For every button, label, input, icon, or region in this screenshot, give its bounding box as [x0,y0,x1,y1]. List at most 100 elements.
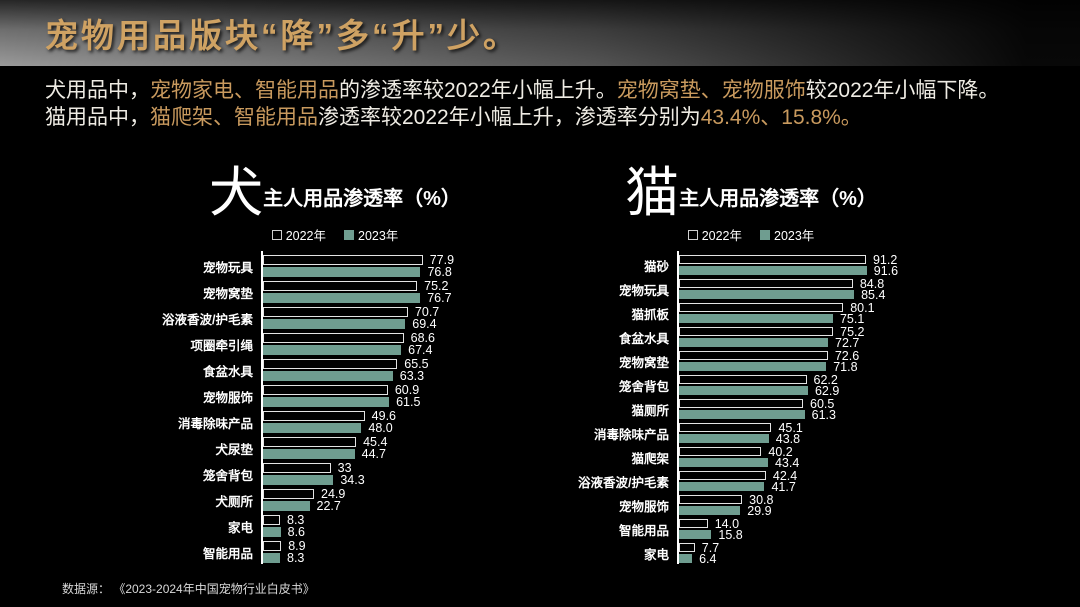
bar-2022年 [679,495,743,504]
chart-row: 猫砂 91.2 91.6 [551,253,951,278]
bar-2022年 [679,519,708,528]
chart-row: 笼舍背包 33 34.3 [135,461,535,487]
category-label: 食盆水具 [202,364,253,379]
bar-pair: 62.2 62.9 [679,372,951,398]
bar-2022年 [679,279,853,288]
legend-label-2022: 2022年 [701,229,742,243]
bar-2022年 [679,399,804,408]
bar-pair: 42.4 41.7 [679,468,951,494]
bar-pair: 24.9 22.7 [263,487,535,513]
bar-line: 65.5 [263,357,535,371]
bar-line: 60.5 [679,397,951,411]
category-label: 消毒除味产品 [593,427,669,442]
axis-line [677,251,679,564]
chart-row: 浴液香波/护毛素 42.4 41.7 [551,468,951,494]
category-label: 猫砂 [643,259,669,274]
bar-line: 22.7 [263,499,535,513]
charts-area: 犬主人用品渗透率（%） 2022年 2023年 宠物玩具 77.9 76.8 宠物窝垫… [0,165,1080,566]
bar-line: 77.9 [263,253,535,267]
bar-2023年 [263,449,355,459]
bar-pair: 77.9 76.8 [263,253,535,279]
bar-pair: 75.2 72.7 [679,325,951,350]
value-label: 75.2 [424,279,449,293]
chart-row: 智能用品 8.9 8.3 [135,539,535,565]
bar-pair: 60.9 61.5 [263,383,535,409]
bar-line: 48.0 [263,421,535,435]
bar-2023年 [263,345,402,355]
bar-pair: 7.7 6.4 [679,541,951,566]
chart-row: 浴液香波/护毛素 70.7 69.4 [135,305,535,331]
intro-text-segment: 的渗透率较2022年小幅上升。 [339,79,617,102]
category-label: 猫厕所 [631,403,669,418]
category-label: 消毒除味产品 [177,416,253,431]
category-label: 智能用品 [202,546,253,561]
cat-chart-plot: 猫砂 91.2 91.6 宠物玩具 84.8 85.4 猫抓板 80.1 75.1 食盆水具 75.… [551,251,951,566]
bar-line: 72.7 [679,336,951,350]
bar-line: 8.6 [263,525,535,539]
dog-chart-title: 犬主人用品渗透率（%） [135,165,535,221]
category-label: 食盆水具 [618,331,669,346]
value-label: 61.5 [396,395,421,409]
bar-line: 91.6 [679,264,951,278]
category-label: 犬尿垫 [215,442,253,457]
value-label: 62.2 [813,372,838,387]
dog-chart-legend: 2022年 2023年 [135,225,535,244]
bar-pair: 45.4 44.7 [263,435,535,461]
value-label: 43.8 [775,431,801,446]
value-label: 61.3 [811,407,836,422]
bar-pair: 14.0 15.8 [679,517,951,542]
bar-2022年 [263,541,282,551]
chart-row: 宠物服饰 60.9 61.5 [135,383,535,409]
bar-pair: 30.8 29.9 [679,493,951,518]
chart-row: 犬厕所 24.9 22.7 [135,487,535,513]
value-label: 8.9 [288,539,306,553]
intro-text-segment: 猫爬架、智能用品 [150,106,318,129]
intro-text-segment: 宠物窝垫、宠物服饰 [616,79,806,102]
value-label: 42.4 [772,468,798,483]
bar-line: 15.8 [679,527,951,542]
bar-2022年 [263,281,418,291]
bar-2023年 [679,266,867,275]
value-label: 8.3 [287,551,305,565]
data-source-note: 数据源： 《2023-2024年中国宠物行业白皮书》 [62,582,315,596]
bar-2023年 [263,475,334,485]
category-label: 宠物玩具 [618,283,669,298]
bar-line: 84.8 [679,277,951,291]
value-label: 22.7 [316,499,341,513]
bar-2022年 [679,447,762,456]
chart-row: 笼舍背包 62.2 62.9 [551,372,951,398]
category-label: 项圈牵引绳 [190,338,253,353]
bar-2022年 [263,411,365,421]
bar-pair: 49.6 48.0 [263,409,535,435]
chart-row: 食盆水具 65.5 63.3 [135,357,535,383]
bar-line: 69.4 [263,317,535,331]
bar-2023年 [263,397,390,407]
legend-swatch-2023-icon [344,229,354,240]
bar-pair: 68.6 67.4 [263,331,535,357]
value-label: 15.8 [718,527,743,542]
category-label: 宠物服饰 [202,390,253,405]
chart-row: 宠物窝垫 75.2 76.7 [135,279,535,305]
bar-line: 8.3 [263,551,535,565]
intro-line-2: 猫用品中，猫爬架、智能用品渗透率较2022年小幅上升，渗透率分别为43.4%、1… [45,104,1040,131]
chart-row: 项圈牵引绳 68.6 67.4 [135,331,535,357]
category-label: 宠物窝垫 [618,355,669,370]
bar-2022年 [263,359,398,369]
category-label: 犬厕所 [215,494,253,509]
chart-row: 食盆水具 75.2 72.7 [551,325,951,350]
legend-swatch-2022-icon [687,229,698,240]
bar-line: 7.7 [679,541,951,555]
bar-line: 41.7 [679,480,951,494]
value-label: 72.6 [834,348,860,363]
value-label: 71.8 [833,359,858,374]
bar-2022年 [679,303,844,312]
category-label: 宠物玩具 [202,260,253,275]
value-label: 24.9 [321,487,346,501]
intro-text-segment: 犬用品中， [45,79,150,102]
bar-line: 33 [263,461,535,475]
category-label: 家电 [643,547,669,562]
category-label: 笼舍背包 [202,468,253,483]
bar-line: 30.8 [679,493,951,507]
bar-2022年 [679,471,766,480]
bar-2023年 [679,458,768,467]
